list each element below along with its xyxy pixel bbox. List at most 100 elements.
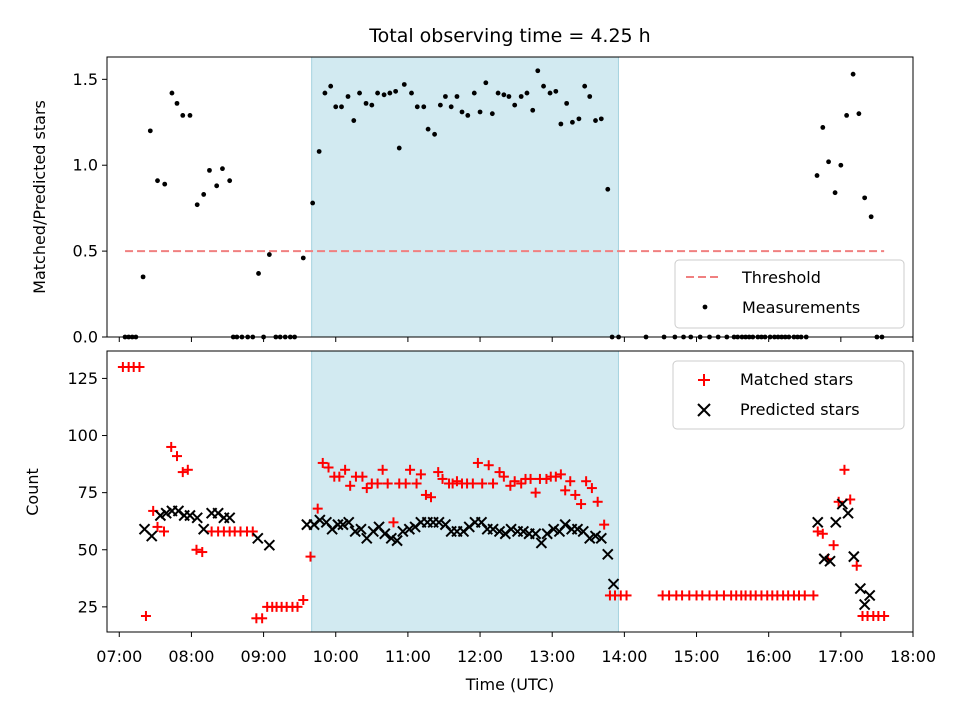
predicted-star-point <box>197 523 210 535</box>
x-tick-label: 14:00 <box>601 647 647 666</box>
y-tick-label: 25 <box>78 597 98 616</box>
predicted-star-point <box>263 539 276 551</box>
measurement-point <box>214 183 220 189</box>
matched-star-point <box>581 476 592 487</box>
matched-star-point <box>851 560 862 571</box>
predicted-star-point <box>397 525 409 538</box>
y-tick-label: 0.5 <box>73 242 98 261</box>
bottom-observing-window <box>311 350 619 633</box>
top-y-ticks: 0.0 0.5 1.0 1.5 <box>73 70 107 347</box>
predicted-star-point <box>559 518 571 531</box>
measurement-point <box>518 94 524 99</box>
measurement-point <box>862 195 868 201</box>
matched-star-point <box>140 611 151 622</box>
predicted-star-point <box>858 598 871 611</box>
bottom-panel: Count 25 50 75 100 125 07:00 08:00 09:00 10:00 1… <box>23 350 936 694</box>
matched-star-point <box>812 526 823 537</box>
measurement-point <box>564 100 570 106</box>
measurement-point <box>856 111 862 117</box>
measurement-point <box>826 159 831 165</box>
matched-star-point <box>808 590 819 601</box>
y-tick-label: 50 <box>78 540 98 559</box>
matched-star-point <box>560 485 571 496</box>
predicted-star-point <box>529 528 542 540</box>
measurement-point <box>868 214 874 220</box>
matched-star-point <box>599 519 610 530</box>
matched-star-point <box>799 590 810 601</box>
predicted-star-point <box>314 514 326 526</box>
top-x-ticks <box>118 337 914 342</box>
x-tick-label: 12:00 <box>457 647 503 666</box>
matched-star-point <box>134 361 145 372</box>
measurement-point <box>477 109 483 115</box>
x-tick-label: 18:00 <box>890 647 936 666</box>
x-tick-label: 09:00 <box>241 647 287 666</box>
measurement-point <box>401 82 407 87</box>
matched-star-point <box>377 464 388 475</box>
matched-star-point <box>437 473 448 484</box>
matched-star-point <box>298 595 309 606</box>
y-tick-label: 125 <box>67 369 98 388</box>
measurement-point <box>316 149 322 154</box>
predicted-star-point <box>355 523 367 535</box>
bottom-axes-frame <box>106 350 914 633</box>
matched-star-point <box>361 483 372 494</box>
x-tick-label: 13:00 <box>529 647 575 666</box>
measurement-point <box>345 94 351 99</box>
top-panel: Total observing time = 4.25 h Matched/Pr… <box>30 25 914 347</box>
measurement-point <box>593 118 598 123</box>
matched-star-point <box>451 476 462 487</box>
measurement-point <box>375 90 380 96</box>
y-tick-label: 100 <box>67 426 98 445</box>
measurement-point <box>459 109 465 115</box>
matched-star-point <box>177 467 188 478</box>
measurement-point <box>432 131 437 137</box>
legend-matched-label: Matched stars <box>740 370 853 389</box>
measurement-point <box>322 90 328 96</box>
top-y-axis-label: Matched/Predicted stars <box>30 100 49 294</box>
matched-star-point <box>182 464 193 475</box>
measurement-point <box>174 100 180 106</box>
measurement-point <box>169 90 175 96</box>
legend-threshold-label: Threshold <box>741 268 821 287</box>
matched-star-point <box>305 551 316 562</box>
measurement-point <box>838 162 844 168</box>
predicted-star-point <box>812 516 824 529</box>
predicted-star-point <box>607 578 620 590</box>
measurement-point <box>582 83 588 89</box>
y-tick-label: 1.0 <box>73 156 98 175</box>
x-tick-label: 16:00 <box>746 647 792 666</box>
predicted-star-point <box>391 534 403 547</box>
matched-star-point <box>340 464 351 475</box>
predicted-star-point <box>830 516 842 529</box>
top-plot-marks <box>122 68 885 340</box>
x-axis-label: Time (UTC) <box>465 675 554 694</box>
measurement-point <box>187 113 193 118</box>
predicted-star-point <box>535 537 548 549</box>
predicted-star-point <box>836 498 848 510</box>
measurement-point <box>489 111 495 117</box>
measurement-point <box>501 92 507 98</box>
matched-star-point <box>879 611 890 622</box>
measurement-point <box>201 192 207 197</box>
measurement-point <box>587 94 593 99</box>
measurement-point <box>140 274 146 280</box>
measurement-point <box>310 200 316 206</box>
measurement-point <box>421 104 427 110</box>
matched-star-point <box>592 496 603 507</box>
matched-star-point <box>472 457 483 468</box>
top-observing-window <box>311 56 619 338</box>
measurement-point <box>162 181 168 187</box>
measurement-point <box>147 128 153 134</box>
matched-star-point <box>152 521 163 532</box>
measurement-point <box>339 104 344 110</box>
measurement-point <box>530 107 536 113</box>
measurement-point <box>547 90 553 96</box>
x-tick-label: 11:00 <box>385 647 431 666</box>
matched-star-point <box>159 526 170 537</box>
x-tick-label: 10:00 <box>313 647 359 666</box>
x-tick-label: 15:00 <box>673 647 719 666</box>
measurement-point <box>155 178 160 184</box>
bottom-x-ticks: 07:00 08:00 09:00 10:00 11:00 12:00 13:00 14:00… <box>96 632 936 666</box>
matched-star-point <box>312 503 323 514</box>
